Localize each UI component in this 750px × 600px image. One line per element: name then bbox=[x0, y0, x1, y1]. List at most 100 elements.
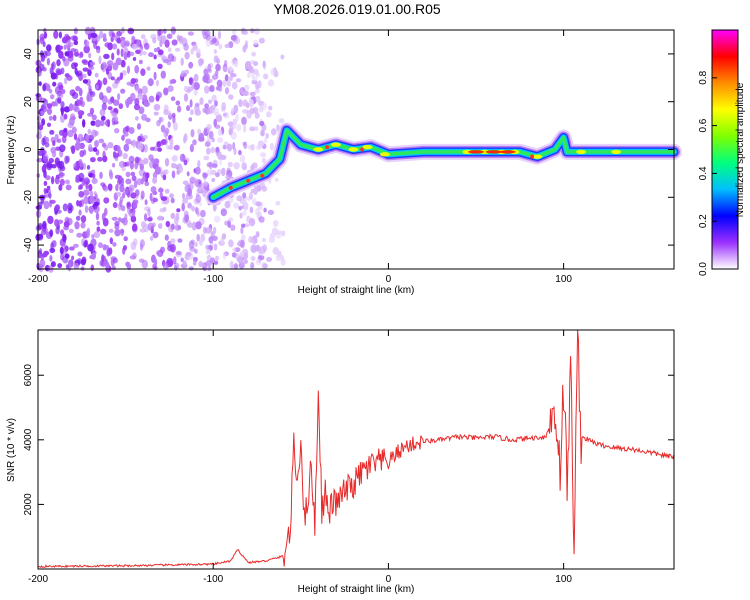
noise-blob bbox=[110, 76, 115, 81]
noise-blob bbox=[54, 157, 60, 166]
noise-blob bbox=[87, 243, 94, 252]
noise-blob bbox=[228, 94, 234, 100]
noise-blob bbox=[276, 250, 282, 258]
noise-blob bbox=[130, 171, 136, 177]
noise-blob bbox=[176, 34, 181, 41]
noise-blob bbox=[254, 126, 259, 131]
noise-blob bbox=[167, 47, 172, 53]
noise-blob bbox=[62, 203, 68, 212]
noise-blob bbox=[251, 235, 258, 245]
noise-blob bbox=[204, 103, 210, 109]
noise-blob bbox=[248, 218, 256, 227]
noise-blob bbox=[213, 111, 220, 117]
noise-blob bbox=[211, 163, 218, 168]
ridge-peak bbox=[499, 150, 516, 154]
noise-blob bbox=[207, 64, 212, 72]
noise-blob bbox=[196, 233, 200, 242]
noise-blob bbox=[165, 220, 170, 228]
noise-blob bbox=[94, 72, 99, 78]
snr-y-label: SNR (10 * v/v) bbox=[6, 418, 17, 482]
noise-blob bbox=[84, 205, 89, 214]
noise-blob bbox=[214, 70, 219, 77]
noise-blob bbox=[43, 250, 50, 256]
noise-blob bbox=[228, 239, 234, 248]
noise-blob bbox=[98, 55, 102, 65]
noise-blob bbox=[148, 95, 155, 103]
noise-blob bbox=[194, 109, 201, 116]
noise-blob bbox=[91, 178, 98, 184]
noise-blob bbox=[42, 98, 49, 107]
noise-blob bbox=[158, 116, 162, 124]
noise-blob bbox=[206, 254, 212, 261]
noise-blob bbox=[208, 106, 213, 115]
noise-blob bbox=[44, 142, 50, 148]
noise-blob bbox=[103, 197, 110, 204]
noise-blob bbox=[198, 201, 203, 207]
noise-blob bbox=[58, 172, 65, 177]
noise-blob bbox=[162, 174, 167, 181]
noise-blob bbox=[45, 136, 50, 144]
noise-blob bbox=[106, 60, 114, 67]
noise-blob bbox=[160, 35, 167, 44]
noise-blob bbox=[169, 193, 174, 199]
noise-blob bbox=[170, 96, 176, 101]
noise-blob bbox=[230, 124, 237, 130]
noise-blob bbox=[148, 154, 154, 161]
noise-blob bbox=[174, 224, 181, 231]
noise-blob bbox=[91, 252, 96, 260]
noise-blob bbox=[240, 227, 244, 235]
noise-blob bbox=[252, 68, 259, 75]
noise-blob bbox=[56, 92, 64, 99]
noise-blob bbox=[154, 258, 158, 267]
noise-blob bbox=[79, 184, 83, 190]
noise-blob bbox=[149, 192, 153, 202]
noise-blob bbox=[178, 165, 183, 174]
noise-blob bbox=[252, 187, 258, 195]
noise-blob bbox=[96, 49, 101, 54]
noise-blob bbox=[116, 48, 120, 56]
noise-blob bbox=[77, 251, 83, 257]
noise-blob bbox=[58, 184, 63, 191]
ridge-hotspot bbox=[532, 154, 543, 159]
noise-blob bbox=[104, 144, 109, 151]
noise-blob bbox=[129, 51, 135, 57]
noise-blob bbox=[181, 153, 185, 162]
noise-blob bbox=[193, 82, 200, 91]
noise-blob bbox=[140, 34, 146, 40]
ridge-hotspot bbox=[611, 149, 622, 155]
noise-blob bbox=[170, 197, 175, 204]
noise-blob bbox=[170, 26, 176, 35]
noise-blob bbox=[108, 228, 114, 233]
noise-blob bbox=[110, 36, 114, 43]
noise-blob bbox=[212, 235, 218, 241]
noise-blob bbox=[79, 51, 84, 58]
noise-blob bbox=[93, 231, 101, 239]
noise-blob bbox=[112, 43, 118, 50]
ridge-hotspot bbox=[313, 147, 324, 152]
snr-series-line bbox=[37, 329, 675, 569]
noise-blob bbox=[212, 226, 217, 235]
noise-blob bbox=[233, 104, 239, 114]
noise-blob bbox=[237, 256, 244, 264]
noise-blob bbox=[214, 124, 221, 129]
noise-blob bbox=[230, 34, 237, 41]
noise-blob bbox=[156, 79, 159, 87]
noise-blob bbox=[248, 98, 254, 108]
noise-blob bbox=[123, 245, 127, 251]
noise-blob bbox=[214, 215, 221, 223]
colorbar-tick-label: 0.4 bbox=[698, 166, 709, 180]
noise-blob bbox=[164, 234, 169, 241]
noise-blob bbox=[64, 155, 69, 165]
noise-blob bbox=[238, 99, 243, 108]
noise-blob bbox=[71, 62, 77, 70]
noise-blob bbox=[38, 81, 42, 87]
noise-blob bbox=[59, 178, 65, 186]
noise-blob bbox=[224, 74, 229, 82]
noise-blob bbox=[184, 214, 189, 223]
noise-blob bbox=[122, 69, 127, 76]
noise-blob bbox=[244, 61, 252, 70]
noise-blob bbox=[240, 87, 244, 95]
noise-blob bbox=[229, 76, 233, 81]
noise-blob bbox=[93, 191, 97, 196]
